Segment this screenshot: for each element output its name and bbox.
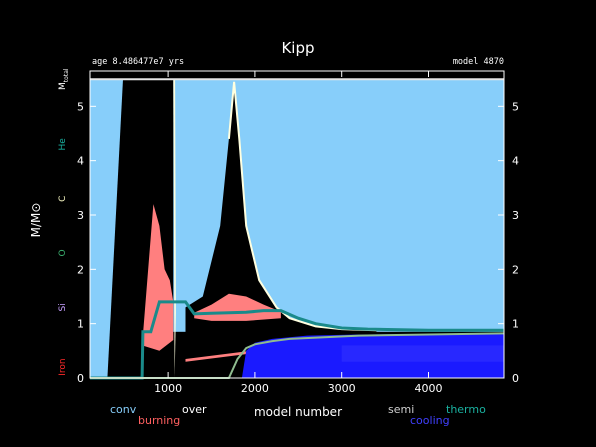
side-label-c: C	[58, 196, 68, 202]
legend-burning: burning	[138, 414, 180, 427]
age-readout: age 8.486477e7 yrs	[92, 57, 184, 67]
side-label-si: Si	[58, 303, 68, 311]
series-line-he	[90, 300, 504, 380]
x-axis: 1000 2000 3000 4000	[154, 71, 442, 395]
x-axis-label: model number	[254, 405, 342, 419]
side-label-iron: Iron	[58, 358, 68, 375]
series-line-c	[90, 332, 505, 379]
legend-conv: conv	[110, 403, 137, 416]
burning-region-1	[142, 204, 174, 351]
y-tick-label-left: 4	[77, 155, 84, 168]
side-label-o: O	[58, 249, 68, 256]
abundance-lines	[90, 78, 505, 380]
cooling-band	[341, 345, 504, 362]
y-axis: 0 0 1 1 2 2 3 3 4 4 5 5	[77, 100, 519, 385]
overshoot-2	[227, 81, 377, 332]
y-tick-label-right: 4	[512, 155, 519, 168]
y-tick-label-right: 3	[512, 209, 519, 222]
x-tick-label: 4000	[414, 382, 442, 395]
y-tick-label-left: 2	[77, 263, 84, 276]
y-tick-label-right: 5	[512, 100, 519, 113]
y-axis-label: M/M⊙	[29, 203, 43, 238]
legend-thermo: thermo	[446, 403, 486, 416]
y-tick-label-left: 5	[77, 100, 84, 113]
chart-title: Kipp	[281, 39, 314, 57]
y-tick-label-left: 3	[77, 209, 84, 222]
legend-cooling: cooling	[410, 414, 450, 427]
legend-semi: semi	[388, 403, 414, 416]
y-tick-label-right: 2	[512, 263, 519, 276]
side-label-he: He	[58, 138, 68, 151]
model-readout: model 4870	[453, 57, 504, 67]
y-tick-label-right: 0	[512, 372, 519, 385]
plot-frame	[89, 70, 505, 379]
x-tick-label: 3000	[328, 382, 356, 395]
y-tick-label-right: 1	[512, 318, 519, 331]
y-tick-label-left: 1	[77, 318, 84, 331]
legend-over: over	[182, 403, 207, 416]
y-tick-label-left: 0	[77, 372, 84, 385]
radiative-zone-2	[185, 81, 377, 360]
x-tick-label: 1000	[154, 382, 182, 395]
x-tick-label: 2000	[241, 382, 269, 395]
